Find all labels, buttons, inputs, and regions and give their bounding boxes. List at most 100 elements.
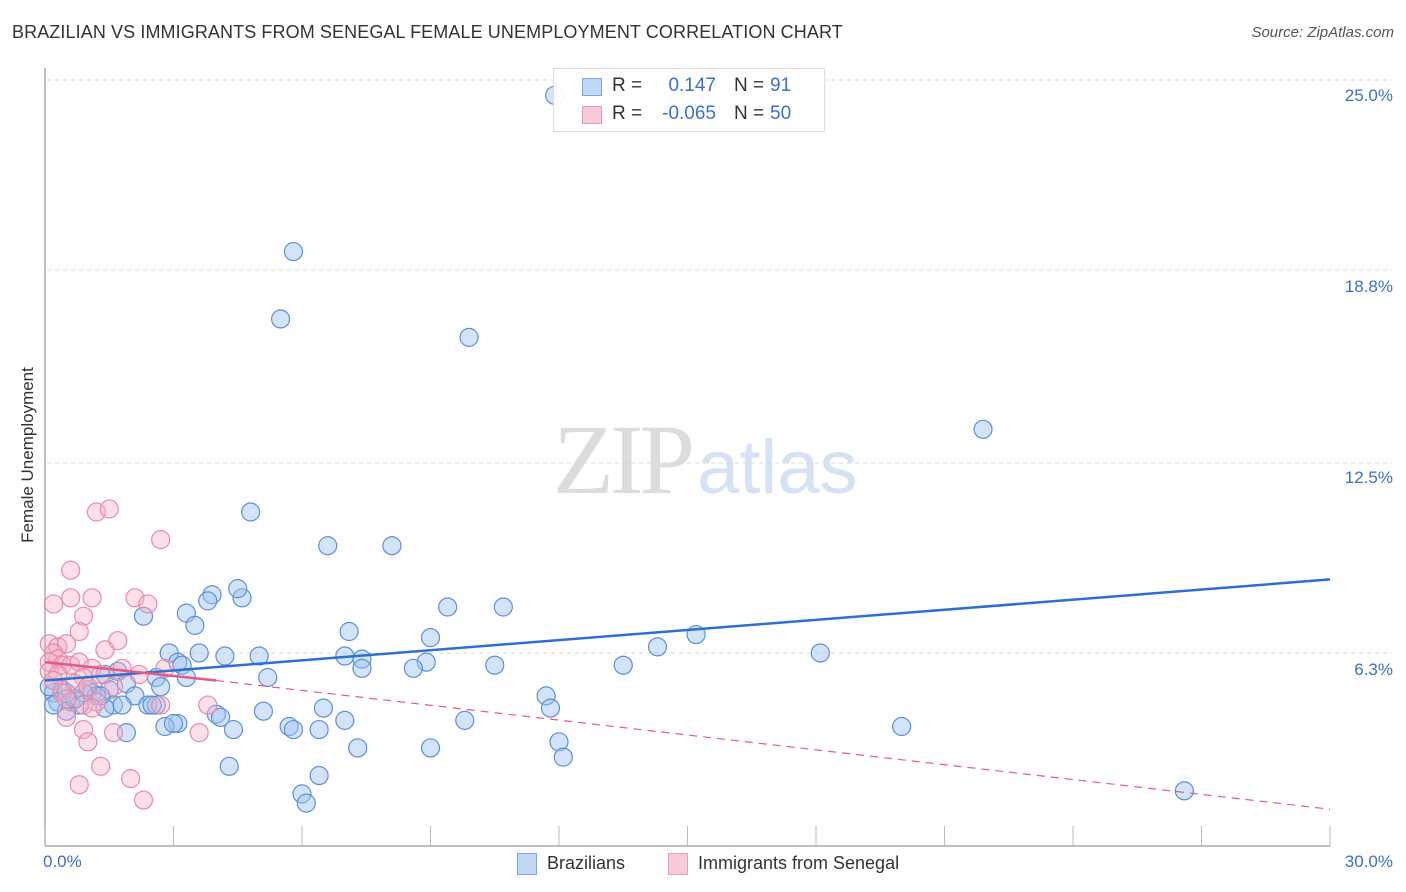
series-legend: Brazilians Immigrants from Senegal [0, 851, 1406, 877]
senegal-swatch-icon [582, 106, 602, 124]
senegal-point [69, 775, 89, 795]
brazilians-point [459, 327, 479, 347]
brazilians-point [403, 658, 423, 678]
y-tick-6-3: 6.3% [1354, 660, 1393, 679]
brazilians-point [1174, 781, 1194, 801]
n-label: N = [734, 103, 765, 124]
brazilians-point [493, 597, 513, 617]
r-value: 0.147 [668, 75, 716, 96]
brazilians-point [485, 655, 505, 675]
brazilians-point [258, 667, 278, 688]
brazilians-point [973, 419, 993, 439]
senegal-point [151, 695, 171, 715]
n-label: N = [734, 75, 765, 96]
senegal-point [73, 606, 94, 626]
brazilians-point [382, 536, 402, 556]
chart-title: BRAZILIAN VS IMMIGRANTS FROM SENEGAL FEM… [12, 22, 843, 42]
senegal-point [121, 768, 141, 789]
trendlines [44, 578, 1331, 810]
senegal-point [69, 621, 89, 642]
senegal-point [189, 723, 209, 743]
brazilians-point [215, 646, 235, 666]
brazilians-point [438, 597, 458, 617]
n-value: 50 [770, 103, 792, 124]
brazilians-point [283, 241, 304, 262]
brazilians-point [613, 655, 633, 675]
brazilians-point [151, 677, 171, 697]
legend-label: Immigrants from Senegal [698, 853, 900, 873]
brazilians-point [335, 710, 355, 730]
brazilians-point [228, 579, 248, 599]
senegal-point [103, 677, 124, 697]
y-tick-12-5: 12.5% [1344, 468, 1393, 487]
brazilians-point [549, 732, 569, 752]
senegal-point [82, 588, 102, 608]
x-tick-marks [44, 826, 1331, 846]
senegal-trendline [44, 660, 217, 682]
brazilians-point [318, 536, 338, 556]
brazilians-point [232, 588, 252, 608]
brazilians-point [185, 615, 205, 635]
brazilians-point [420, 628, 441, 648]
brazilians-point [309, 719, 329, 740]
brazilians-point [241, 502, 261, 522]
senegal-point [151, 529, 171, 550]
senegal-swatch-icon [668, 853, 688, 875]
senegal-point [56, 689, 77, 709]
brazilians-point [211, 707, 231, 727]
brazilians-point [540, 698, 561, 718]
senegal-point [138, 594, 158, 614]
senegal-point [95, 640, 115, 660]
legend-row-brazilians: R = 0.147 N = 91 [554, 72, 824, 100]
brazilians-point [146, 695, 166, 715]
senegal-point [43, 594, 64, 614]
brazilians-trendline [44, 578, 1331, 682]
brazilians-point [339, 621, 359, 642]
y-axis-label: Female Unemployment [18, 367, 37, 543]
senegal-point [91, 756, 111, 776]
brazilians-point [309, 765, 329, 786]
r-value: -0.065 [662, 103, 716, 124]
brazilians-point [810, 643, 830, 663]
brazilians-point [249, 646, 269, 666]
senegal-point [56, 707, 77, 727]
brazilians-point [348, 738, 368, 758]
senegal-point [78, 732, 98, 752]
brazilians-point [292, 784, 312, 804]
brazilians-point [198, 591, 218, 611]
gridlines [47, 79, 1392, 654]
senegal-point [198, 695, 218, 715]
senegal-point [99, 499, 119, 519]
brazilians-swatch-icon [517, 853, 537, 875]
senegal-point [61, 560, 81, 580]
brazilians-point [133, 606, 154, 626]
n-value: 91 [770, 75, 792, 96]
brazilians-point [283, 719, 304, 740]
brazilians-swatch-icon [582, 78, 602, 96]
brazilians-point [253, 701, 274, 721]
senegal-point [133, 790, 154, 810]
legend-label: Brazilians [547, 853, 626, 873]
brazilians-point [112, 695, 132, 715]
brazilians-point [219, 756, 239, 776]
correlation-legend: R = 0.147 N = 91 R = -0.065 N = 50 [553, 68, 825, 132]
brazilians-point [296, 793, 316, 813]
x-tick-30: 30.0% [1344, 852, 1393, 871]
r-label: R = [612, 103, 643, 124]
senegal-point [73, 719, 94, 740]
senegal-trendline-extended [216, 679, 1331, 810]
senegal-point [103, 723, 124, 743]
brazilians-point [352, 658, 372, 678]
y-tick-25: 25.0% [1344, 86, 1393, 105]
brazilians-point [420, 738, 441, 758]
brazilians-point [163, 713, 184, 734]
y-tick-18-8: 18.8% [1344, 277, 1393, 296]
brazilians-point [189, 643, 209, 663]
brazilians-point [553, 747, 573, 767]
senegal-point [61, 588, 81, 608]
senegal-point [155, 658, 175, 678]
r-label: R = [612, 75, 643, 96]
brazilians-point [270, 309, 291, 329]
brazilians-point [223, 719, 244, 740]
